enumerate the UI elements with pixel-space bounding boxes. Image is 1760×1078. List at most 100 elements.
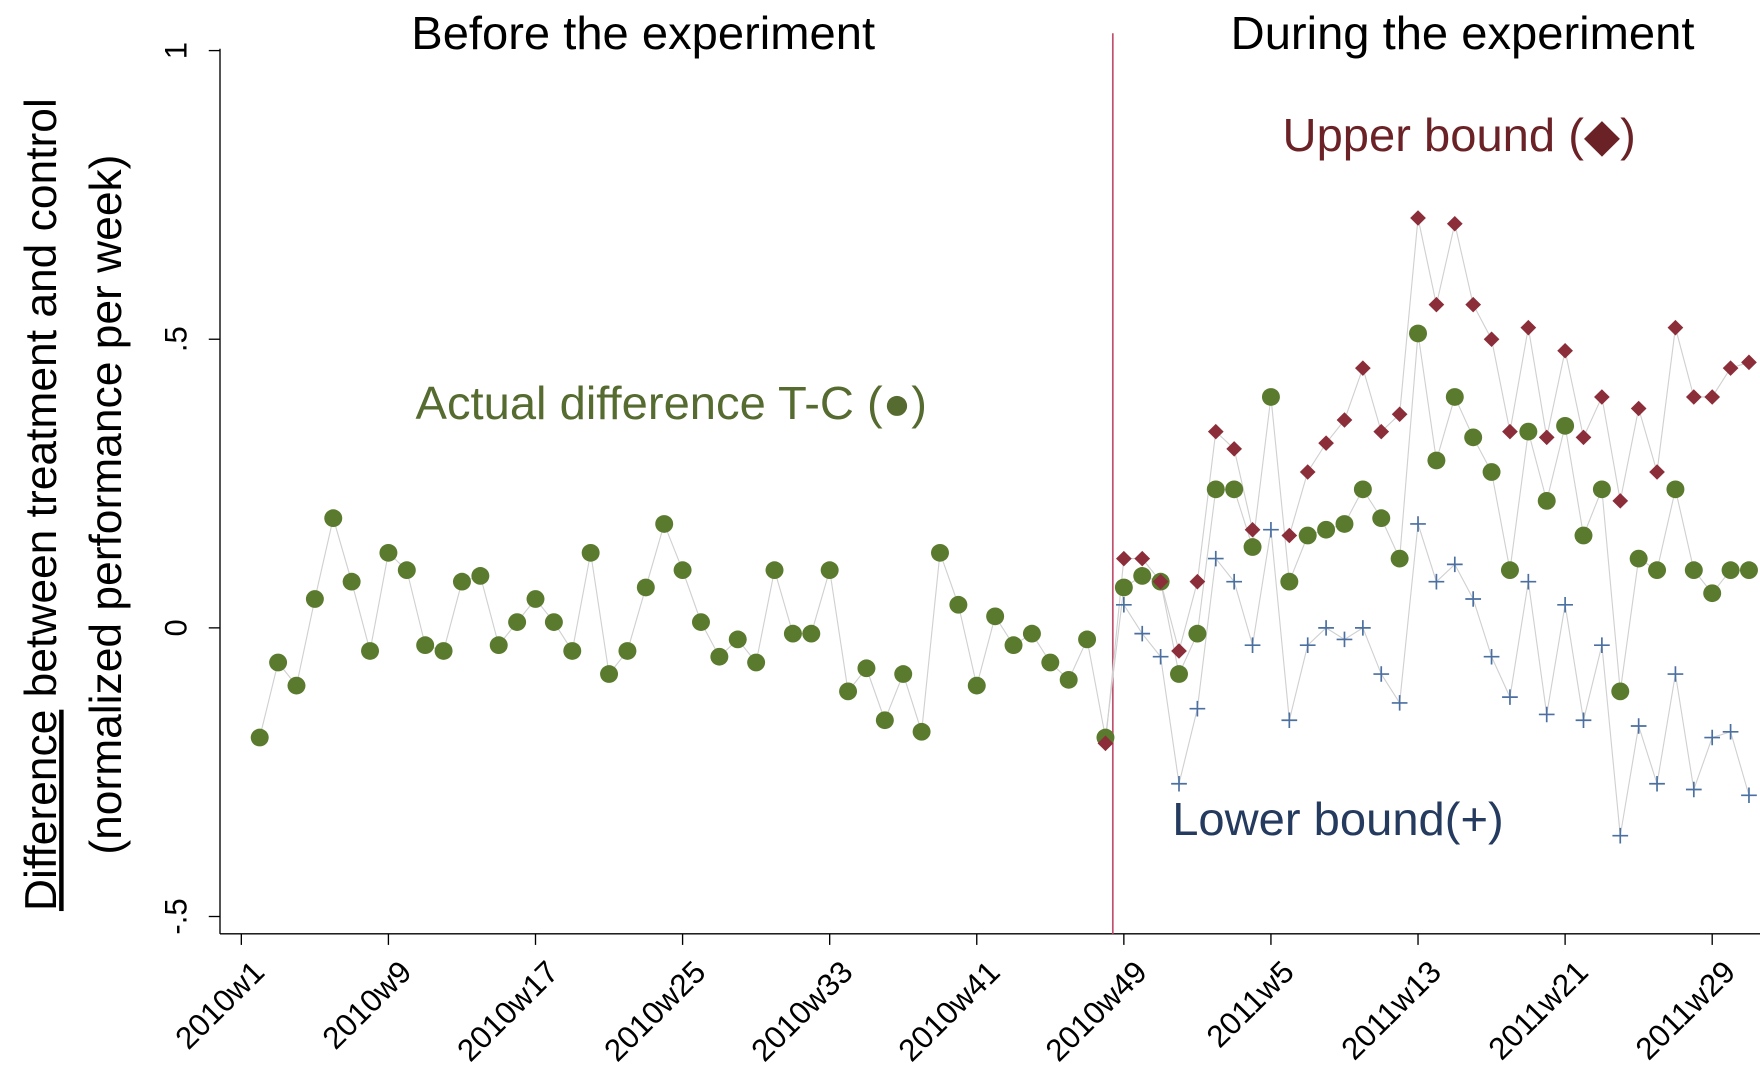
point [1538,429,1555,446]
point [691,613,710,631]
point [747,653,766,672]
point [986,607,1005,626]
point [1022,624,1041,643]
point [1722,360,1739,376]
point [1629,549,1648,568]
annotation: Actual difference T-C (●) [416,377,927,429]
point [1353,480,1372,499]
point [1226,573,1243,590]
point [1649,775,1665,792]
annotation: During the experiment [1231,7,1695,59]
y-tick-label: -.5 [158,898,193,934]
point [1243,538,1262,556]
point [1004,636,1023,655]
point [1410,516,1426,532]
point [1207,550,1224,567]
point [1611,682,1630,701]
point [1134,625,1151,642]
point [875,711,894,730]
point [1336,412,1353,428]
x-tick-label: 2010w1 [168,954,271,1056]
point [1574,526,1593,545]
point [1685,389,1702,405]
point [1188,624,1207,643]
point [1390,549,1409,568]
series-line [259,333,1749,738]
point [1520,319,1537,336]
point [1373,666,1390,682]
point [765,561,784,580]
point [1594,637,1610,653]
point [1612,827,1629,844]
y-tick-label: 0 [158,619,193,636]
point [1612,493,1629,509]
point [1225,480,1244,499]
point [1483,648,1500,665]
point [1464,428,1483,447]
point [1355,360,1371,376]
point [728,630,747,649]
point [912,722,931,741]
point [1206,480,1225,499]
point [1704,389,1721,405]
point [1299,637,1316,653]
point [1538,706,1555,723]
point [1226,441,1243,457]
point [1630,718,1647,734]
point [1281,527,1298,544]
point [1391,695,1408,711]
point [1465,296,1482,313]
point [1281,712,1298,728]
point [1557,343,1573,359]
point [1684,561,1703,580]
point [452,572,471,591]
point [1317,520,1336,539]
point [287,676,306,695]
point [1445,388,1464,406]
point [416,636,435,655]
series-line [1104,217,1750,744]
point [1115,550,1132,567]
point [1280,572,1299,591]
point [1152,648,1169,665]
annotation: Before the experiment [411,7,875,59]
point [1409,324,1428,343]
y-tick-label: 1 [158,42,193,59]
point [1721,561,1740,580]
x-tick-label: 2011w29 [1629,954,1742,1066]
point [820,561,839,580]
x-tick-label: 2010w25 [597,954,712,1068]
point [1741,787,1757,804]
point [250,728,269,747]
point [324,509,343,528]
point [1482,463,1501,481]
point [1465,591,1482,607]
point [434,642,453,660]
point [783,624,802,643]
point [1739,561,1758,580]
point [857,659,876,678]
point [1261,388,1280,406]
point [1133,567,1152,585]
point [1189,700,1206,717]
point [581,543,600,562]
point [1594,389,1610,405]
point [1519,422,1538,441]
point [967,676,986,695]
point [1115,597,1132,613]
point [1171,775,1187,792]
point [1722,724,1739,740]
point [342,572,361,591]
point [1575,712,1592,728]
point [600,665,619,683]
point [1592,480,1611,499]
point [655,515,674,533]
point [1244,521,1261,538]
x-tick-label: 2011w21 [1482,954,1595,1066]
point [1557,597,1573,613]
point [1318,435,1334,451]
point [1500,561,1519,580]
x-tick-label: 2010w49 [1039,954,1154,1068]
point [1649,464,1665,480]
